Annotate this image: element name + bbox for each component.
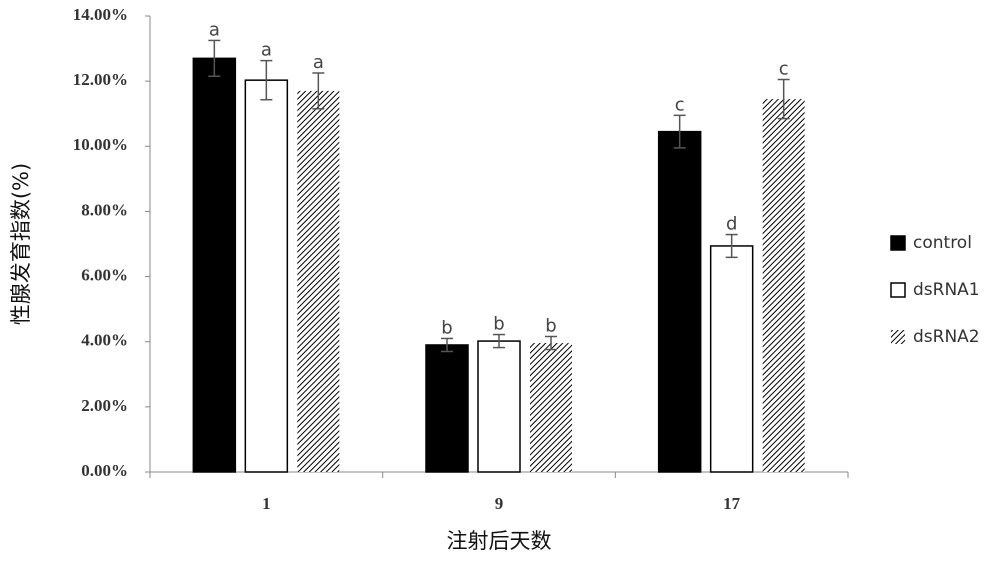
x-tick-label: 17 <box>723 494 741 513</box>
bar <box>477 340 521 473</box>
significance-letter: c <box>779 59 789 80</box>
significance-letter: b <box>493 314 504 335</box>
bar <box>530 343 572 472</box>
bar <box>762 99 805 473</box>
x-axis-title: 注射后天数 <box>447 529 552 553</box>
legend-swatch <box>890 235 906 251</box>
y-tick-label: 0.00% <box>81 461 128 480</box>
significance-letter: c <box>675 94 685 115</box>
bar <box>709 245 754 473</box>
significance-letter: a <box>209 19 220 40</box>
y-tick-label: 6.00% <box>81 265 128 284</box>
legend-swatch <box>891 330 905 344</box>
y-axis-title: 性腺发育指数(%) <box>9 163 33 325</box>
bar <box>657 130 702 473</box>
y-tick-label: 4.00% <box>81 331 128 350</box>
significance-letter: b <box>441 317 452 338</box>
y-tick-label: 10.00% <box>73 135 128 154</box>
bar <box>192 57 237 473</box>
significance-letter: d <box>726 214 737 235</box>
x-tick-label: 9 <box>495 494 504 513</box>
significance-letter: b <box>545 316 556 337</box>
legend-swatch <box>890 282 906 298</box>
y-tick-label: 8.00% <box>81 200 128 219</box>
bar <box>297 90 340 473</box>
significance-letter: a <box>313 52 324 73</box>
x-tick-label: 1 <box>262 494 271 513</box>
legend-label: dsRNA2 <box>913 327 980 347</box>
legend-label: dsRNA1 <box>913 280 980 300</box>
y-tick-label: 12.00% <box>73 70 128 89</box>
y-tick-label: 14.00% <box>73 5 128 24</box>
bar <box>425 344 469 473</box>
y-tick-label: 2.00% <box>81 396 128 415</box>
bar <box>244 79 289 473</box>
significance-letter: a <box>261 40 272 61</box>
legend-label: control <box>913 233 972 253</box>
